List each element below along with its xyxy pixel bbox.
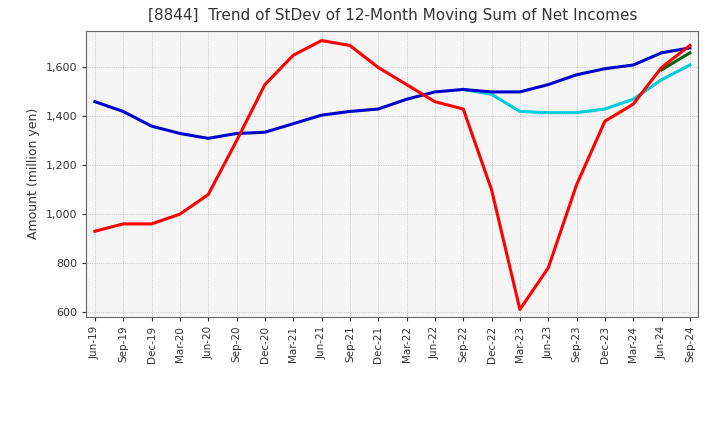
- 7 Years: [487, 92, 496, 97]
- 5 Years: [374, 106, 382, 112]
- 3 Years: [459, 106, 467, 112]
- 3 Years: [402, 82, 411, 87]
- 5 Years: [629, 62, 637, 68]
- 3 Years: [487, 187, 496, 192]
- 5 Years: [685, 45, 694, 51]
- 5 Years: [544, 82, 552, 87]
- 7 Years: [600, 106, 609, 112]
- 5 Years: [176, 131, 184, 136]
- 3 Years: [318, 38, 326, 43]
- Line: 10 Years: 10 Years: [662, 53, 690, 70]
- Title: [8844]  Trend of StDev of 12-Month Moving Sum of Net Incomes: [8844] Trend of StDev of 12-Month Moving…: [148, 7, 637, 23]
- 3 Years: [657, 65, 666, 70]
- 3 Years: [600, 119, 609, 124]
- 3 Years: [374, 65, 382, 70]
- 7 Years: [516, 109, 524, 114]
- 3 Years: [431, 99, 439, 104]
- 5 Years: [657, 50, 666, 55]
- 3 Years: [119, 221, 127, 227]
- 3 Years: [233, 138, 241, 143]
- 5 Years: [487, 89, 496, 95]
- Line: 5 Years: 5 Years: [95, 48, 690, 138]
- 5 Years: [516, 89, 524, 95]
- 5 Years: [431, 89, 439, 95]
- 3 Years: [629, 102, 637, 107]
- 5 Years: [91, 99, 99, 104]
- 3 Years: [572, 182, 581, 187]
- 3 Years: [516, 307, 524, 312]
- 5 Years: [289, 121, 297, 126]
- 10 Years: [685, 50, 694, 55]
- 5 Years: [318, 113, 326, 118]
- Legend: 3 Years, 5 Years, 7 Years, 10 Years: 3 Years, 5 Years, 7 Years, 10 Years: [183, 436, 602, 440]
- 7 Years: [685, 62, 694, 68]
- Line: 3 Years: 3 Years: [95, 40, 690, 309]
- 7 Years: [459, 87, 467, 92]
- 3 Years: [261, 82, 269, 87]
- 7 Years: [629, 97, 637, 102]
- 5 Years: [148, 124, 156, 129]
- 3 Years: [204, 192, 212, 197]
- 3 Years: [176, 212, 184, 217]
- 7 Years: [657, 77, 666, 82]
- 5 Years: [204, 136, 212, 141]
- 5 Years: [572, 72, 581, 77]
- 3 Years: [91, 229, 99, 234]
- 3 Years: [685, 43, 694, 48]
- 3 Years: [544, 265, 552, 271]
- 3 Years: [148, 221, 156, 227]
- 5 Years: [600, 66, 609, 71]
- 5 Years: [402, 97, 411, 102]
- Line: 7 Years: 7 Years: [463, 65, 690, 113]
- 5 Years: [261, 130, 269, 135]
- 10 Years: [657, 67, 666, 73]
- 5 Years: [346, 109, 354, 114]
- Y-axis label: Amount (million yen): Amount (million yen): [27, 108, 40, 239]
- 5 Years: [119, 109, 127, 114]
- 7 Years: [572, 110, 581, 115]
- 7 Years: [544, 110, 552, 115]
- 3 Years: [289, 53, 297, 58]
- 5 Years: [233, 131, 241, 136]
- 3 Years: [346, 43, 354, 48]
- 5 Years: [459, 87, 467, 92]
